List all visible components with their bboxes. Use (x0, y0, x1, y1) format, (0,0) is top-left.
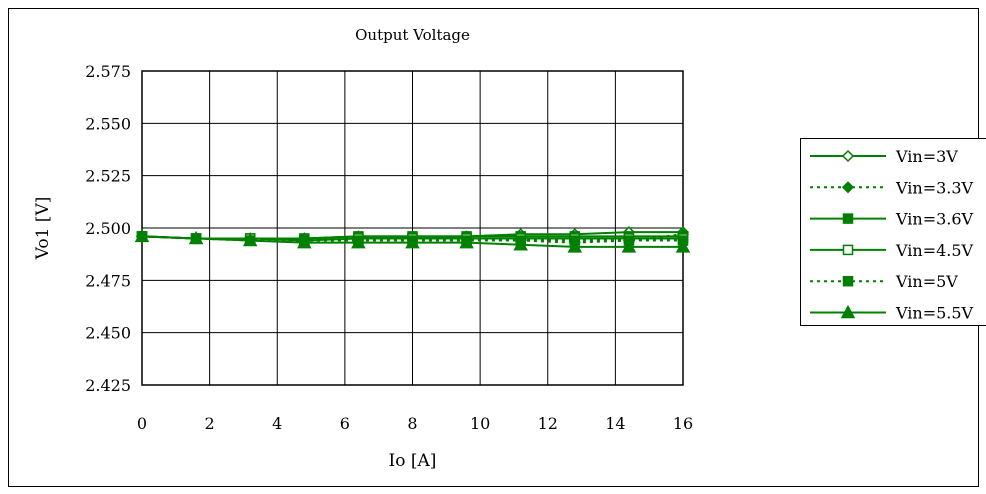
x-axis-ticks: 0 2 4 6 8 10 12 14 16 (137, 414, 693, 433)
x-tick-label: 12 (538, 414, 558, 433)
legend-label: Vin=4.5V (895, 241, 974, 260)
y-tick-label: 2.450 (85, 324, 131, 343)
legend-label: Vin=5.5V (895, 304, 974, 323)
legend-marker (842, 213, 854, 224)
y-tick-label: 2.575 (85, 62, 131, 81)
y-tick-label: 2.550 (85, 114, 131, 133)
x-tick-label: 10 (470, 414, 490, 433)
legend-marker (842, 275, 854, 287)
y-tick-label: 2.475 (85, 271, 131, 290)
x-tick-label: 4 (272, 414, 282, 433)
legend-item: Vin=3.3V (810, 178, 974, 197)
y-axis-ticks: 2.425 2.450 2.475 2.500 2.525 2.550 2.575 (85, 62, 131, 395)
legend-label: Vin=5V (895, 272, 958, 291)
data-point (675, 239, 691, 253)
x-axis-title: Io [A] (389, 451, 437, 471)
x-tick-label: 8 (407, 414, 417, 433)
legend-label: Vin=3V (895, 147, 958, 166)
x-tick-label: 2 (205, 414, 215, 433)
grid-lines (142, 71, 683, 385)
data-point (567, 239, 583, 253)
x-tick-label: 16 (673, 414, 693, 433)
legend: Vin=3V Vin=3.3V Vin=3.6V Vin=4.5V Vin=5V Vin=… (800, 138, 986, 326)
y-tick-label: 2.525 (85, 167, 131, 186)
data-point (134, 228, 150, 243)
y-axis-title: Vo1 [V] (33, 197, 53, 261)
legend-item: Vin=4.5V (810, 241, 974, 260)
legend-label: Vin=3.3V (895, 178, 974, 197)
series-6 (134, 228, 691, 253)
data-point (188, 230, 204, 245)
x-tick-label: 6 (340, 414, 350, 433)
legend-marker (841, 149, 855, 163)
data-point (297, 235, 312, 249)
data-point (351, 235, 366, 249)
series-line (141, 233, 684, 244)
y-tick-label: 2.500 (85, 219, 131, 238)
legend-item: Vin=3V (810, 147, 958, 166)
y-tick-label: 2.425 (85, 376, 131, 395)
chart-title: Output Voltage (355, 26, 470, 44)
legend-label: Vin=3.6V (895, 210, 974, 229)
data-point (621, 239, 637, 253)
series-group (134, 226, 691, 253)
x-tick-label: 0 (137, 414, 147, 433)
data-point (242, 232, 258, 247)
data-point (405, 235, 420, 249)
legend-marker (842, 244, 854, 256)
x-tick-label: 14 (605, 414, 625, 433)
legend-item: Vin=3.6V (810, 210, 974, 229)
legend-item: Vin=5.5V (810, 304, 974, 323)
series-line (141, 235, 683, 242)
legend-item: Vin=5V (810, 272, 958, 291)
data-point (513, 237, 528, 251)
data-point (459, 235, 474, 249)
legend-marker (840, 304, 856, 319)
legend-box (800, 138, 986, 326)
legend-marker (841, 181, 855, 194)
